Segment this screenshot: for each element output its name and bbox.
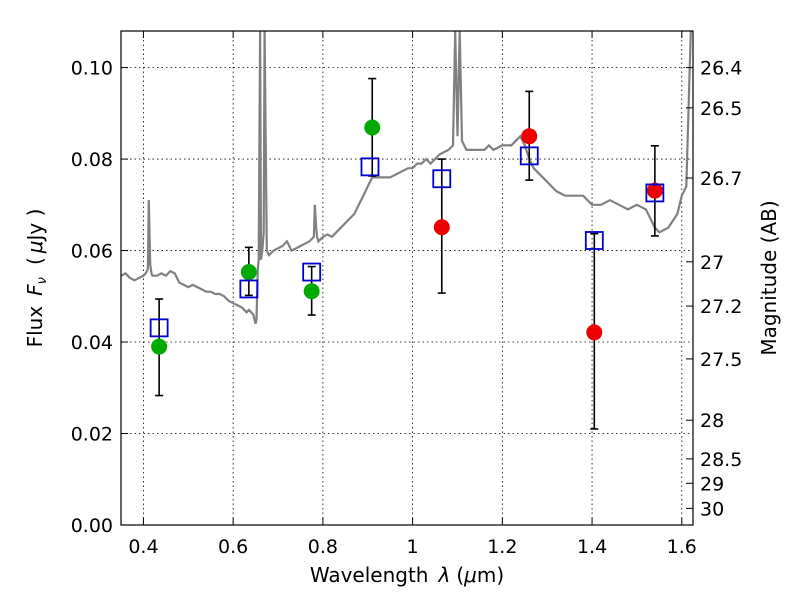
x-tick-label: 1.4 bbox=[577, 536, 607, 558]
y2-tick-label: 28.5 bbox=[700, 449, 742, 471]
model-square-marker bbox=[360, 157, 380, 177]
observed-circle-marker bbox=[303, 283, 320, 300]
data-markers bbox=[149, 119, 665, 355]
model-square-marker bbox=[645, 183, 665, 203]
x-axis-label: Wavelength λ (μm) bbox=[310, 563, 504, 587]
model-square-marker bbox=[519, 146, 539, 166]
x-tick-label: 1.2 bbox=[487, 536, 517, 558]
model-square-marker bbox=[432, 169, 452, 189]
model-square-marker bbox=[239, 279, 259, 299]
y2-tick-label: 26.4 bbox=[700, 58, 742, 80]
observed-circle-marker bbox=[240, 264, 257, 281]
y-tick-label: 0.02 bbox=[71, 424, 113, 446]
model-square-marker bbox=[584, 231, 604, 250]
model-square-marker bbox=[149, 318, 169, 338]
y2-tick-label: 30 bbox=[700, 498, 724, 520]
ticks: 0.4 0.6 0.8 1 1.2 1.4 1.6 0.00 0.02 0.04 0.06 0.08 0… bbox=[71, 31, 742, 558]
y-tick-label: 0.04 bbox=[71, 332, 113, 354]
y2-tick-label: 26.5 bbox=[700, 98, 742, 120]
y2-tick-label: 28 bbox=[700, 410, 724, 432]
y-axis-label: FluxFν(μJy ) bbox=[23, 209, 50, 348]
observed-circle-marker bbox=[521, 128, 538, 145]
y2-tick-label: 29 bbox=[700, 473, 724, 495]
x-tick-label: 0.8 bbox=[308, 536, 338, 558]
y2-tick-label: 27 bbox=[700, 252, 724, 274]
x-tick-label: 1.6 bbox=[667, 536, 697, 558]
error-bars bbox=[155, 77, 659, 430]
x-tick-label: 0.6 bbox=[218, 536, 248, 558]
y2-tick-label: 27.2 bbox=[700, 296, 742, 318]
y-tick-label: 0.06 bbox=[71, 241, 113, 263]
y-tick-label: 0.10 bbox=[71, 58, 113, 80]
observed-circle-marker bbox=[646, 182, 663, 199]
observed-circle-marker bbox=[433, 219, 450, 236]
grid bbox=[121, 31, 693, 525]
observed-circle-marker bbox=[364, 119, 381, 136]
plot-frame bbox=[120, 30, 694, 526]
model-square-marker bbox=[302, 262, 322, 282]
observed-circle-marker bbox=[586, 324, 603, 341]
x-tick-label: 1 bbox=[407, 536, 419, 558]
y2-tick-label: 27.5 bbox=[700, 349, 742, 371]
x-tick-label: 0.4 bbox=[128, 536, 158, 558]
y2-tick-label: 26.7 bbox=[700, 168, 742, 190]
y-tick-label: 0.08 bbox=[71, 149, 113, 171]
spectrum-line bbox=[121, 31, 692, 324]
spectrum-polyline bbox=[121, 31, 692, 324]
y-tick-label: 0.00 bbox=[71, 515, 113, 537]
y2-axis-label: Magnitude (AB) bbox=[757, 200, 781, 355]
observed-circle-marker bbox=[151, 338, 168, 355]
